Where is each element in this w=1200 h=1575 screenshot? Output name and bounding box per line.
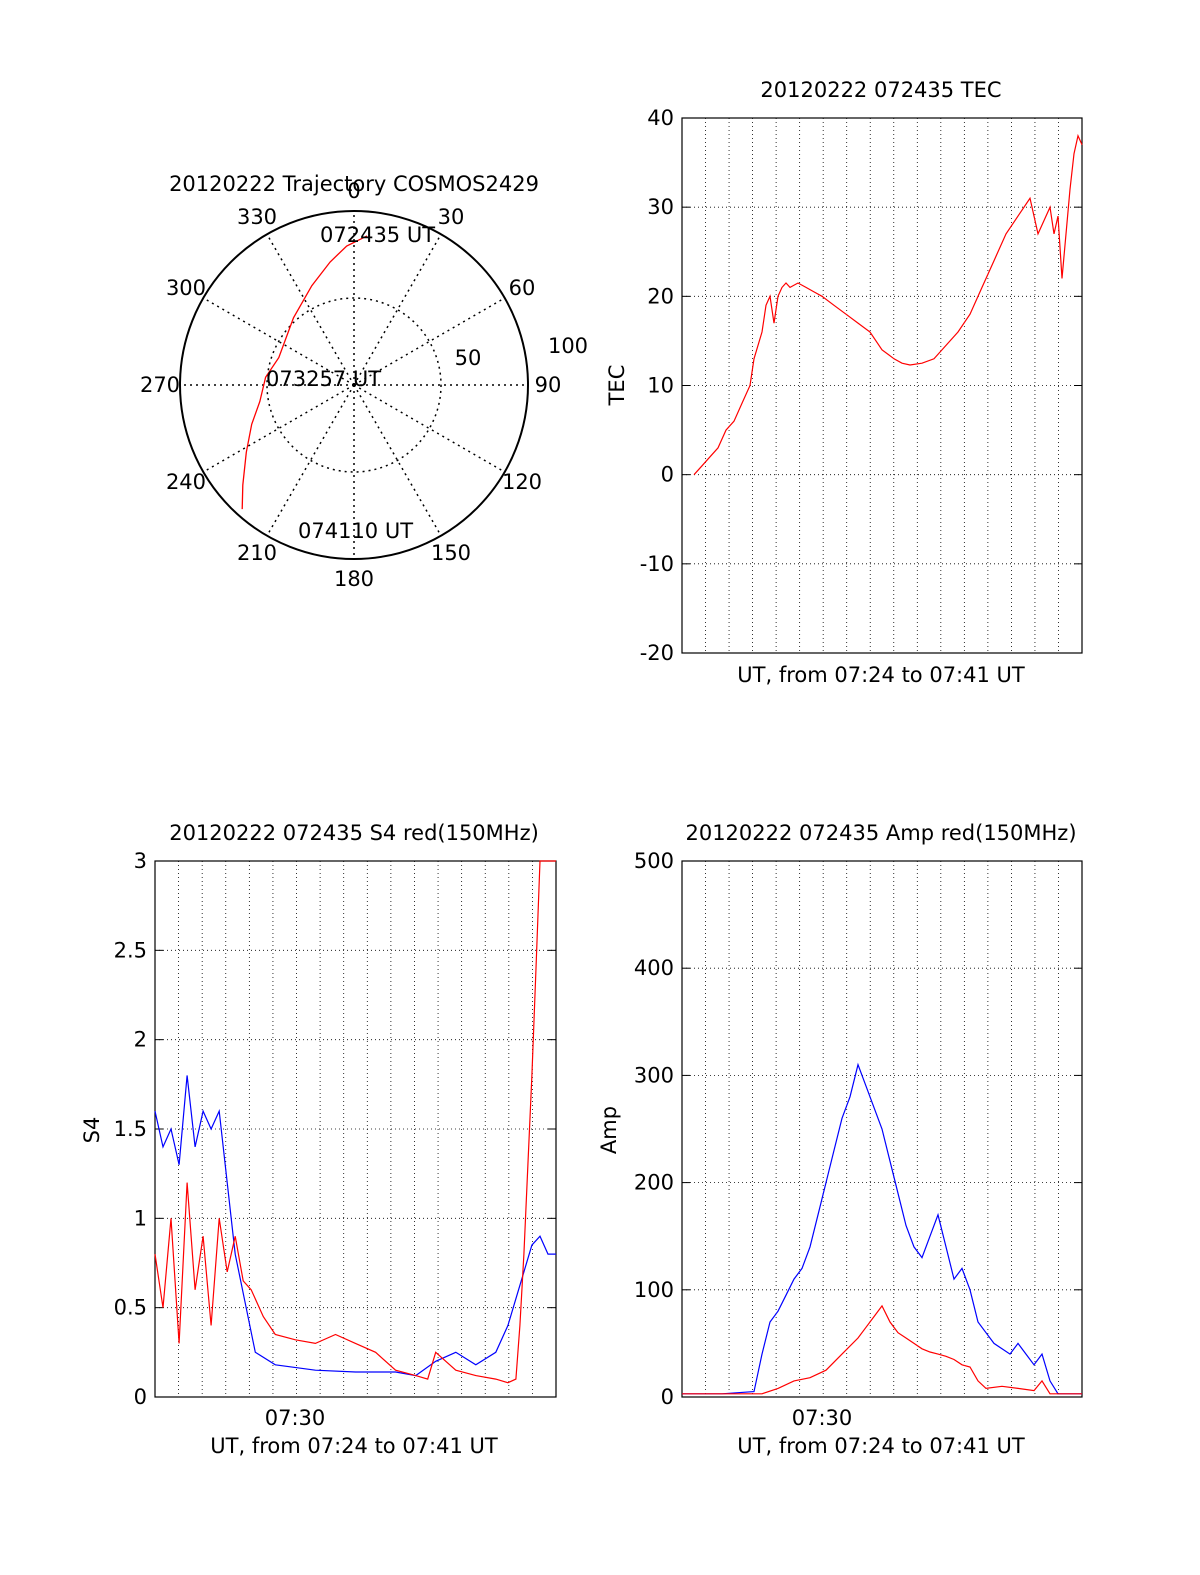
s4-grid <box>155 861 556 1397</box>
amp-title: 20120222 072435 Amp red(150MHz) <box>685 821 1076 845</box>
amp-grid <box>682 861 1082 1397</box>
polar-angle-label: 270 <box>140 373 180 397</box>
trajectory-title: 20120222 Trajectory COSMOS2429 <box>169 172 539 196</box>
s4-y-tick-label: 3 <box>134 849 147 873</box>
polar-angle-label: 120 <box>502 470 542 494</box>
s4-blue-series-line <box>154 1075 556 1377</box>
polar-outer-circle <box>179 210 529 560</box>
s4-red-series-line <box>154 860 556 1384</box>
tec-y-tick-label: 0 <box>661 463 674 487</box>
amp-y-tick-label: 500 <box>634 849 674 873</box>
tec-y-tick-label: -20 <box>640 641 674 665</box>
polar-angle-labels: 0 30 60 90 120 150 180 210 240 270 300 330 <box>140 179 561 591</box>
s4-y-tick-label: 1 <box>134 1206 147 1230</box>
amp-blue-series-line <box>682 1062 1082 1395</box>
polar-angle-label: 30 <box>438 205 465 229</box>
tec-chart: 20120222 072435 TEC 40 30 20 10 0 -10 -20 UT, … <box>605 78 1083 687</box>
amp-plot-frame <box>681 860 1083 1398</box>
polar-spoke <box>202 384 355 473</box>
amp-y-tick-label: 400 <box>634 956 674 980</box>
polar-spoke <box>202 297 355 386</box>
s4-title: 20120222 072435 S4 red(150MHz) <box>169 821 539 845</box>
trajectory-path <box>241 235 368 510</box>
tec-y-tick-label: 10 <box>647 374 674 398</box>
polar-radius-label-50: 50 <box>455 346 482 370</box>
tec-x-label: UT, from 07:24 to 07:41 UT <box>737 663 1025 687</box>
polar-spoke <box>353 233 442 386</box>
polar-spokes <box>180 211 528 559</box>
tec-y-tick-label: 20 <box>647 284 674 308</box>
polar-angle-label: 210 <box>237 541 277 565</box>
amp-y-tick-label: 100 <box>634 1278 674 1302</box>
tec-title: 20120222 072435 TEC <box>760 78 1001 102</box>
polar-angle-label: 240 <box>166 470 206 494</box>
amp-y-tick-label: 300 <box>634 1063 674 1087</box>
polar-inner-circle <box>266 297 442 473</box>
polar-angle-label: 180 <box>334 567 374 591</box>
polar-angle-label: 90 <box>535 373 562 397</box>
trajectory-start-label: 072435 UT <box>320 223 435 247</box>
s4-y-tick-label: 1.5 <box>114 1117 147 1141</box>
s4-x-tick-label: 07:30 <box>265 1406 326 1430</box>
polar-spoke <box>353 297 506 386</box>
polar-spoke <box>266 384 355 537</box>
amp-x-tick-label: 07:30 <box>792 1406 853 1430</box>
s4-y-tick-label: 2 <box>134 1028 147 1052</box>
tec-y-tick-label: 40 <box>647 106 674 130</box>
trajectory-mid-label: 073257 UT <box>266 367 381 391</box>
amp-y-tick-label: 0 <box>661 1385 674 1409</box>
s4-y-tick-label: 0 <box>134 1385 147 1409</box>
amp-y-tick-label: 200 <box>634 1171 674 1195</box>
s4-x-label: UT, from 07:24 to 07:41 UT <box>210 1434 498 1458</box>
polar-radius-label-100: 100 <box>548 334 588 358</box>
polar-angle-label: 60 <box>509 276 536 300</box>
polar-angle-label: 150 <box>431 541 471 565</box>
amp-red-series-line <box>682 1304 1082 1395</box>
tec-y-tick-label: -10 <box>640 552 674 576</box>
amp-y-ticks: 500 400 300 200 100 0 <box>634 849 1082 1409</box>
amp-y-label: Amp <box>597 1106 621 1154</box>
polar-spoke <box>353 384 442 537</box>
polar-spoke <box>353 384 506 473</box>
amp-x-label: UT, from 07:24 to 07:41 UT <box>737 1434 1025 1458</box>
tec-y-ticks: 40 30 20 10 0 -10 -20 <box>640 106 1082 665</box>
s4-chart: 20120222 072435 S4 red(150MHz) 3 2.5 2 1.5 1… <box>80 821 557 1458</box>
tec-series-line <box>693 133 1083 476</box>
amp-chart: 20120222 072435 Amp red(150MHz) 500 400 30… <box>597 821 1083 1458</box>
s4-y-tick-label: 0.5 <box>114 1296 147 1320</box>
polar-angle-label: 0 <box>347 179 360 203</box>
trajectory-end-label: 074110 UT <box>298 519 413 543</box>
tec-y-label: TEC <box>605 365 629 407</box>
trajectory-chart: 20120222 Trajectory COSMOS2429 0 30 60 90 12… <box>140 172 588 591</box>
s4-y-ticks: 3 2.5 2 1.5 1 0.5 0 <box>114 849 556 1409</box>
s4-y-label: S4 <box>80 1117 104 1144</box>
tec-grid <box>682 118 1082 653</box>
polar-angle-label: 330 <box>237 205 277 229</box>
tec-y-tick-label: 30 <box>647 195 674 219</box>
polar-angle-label: 300 <box>166 276 206 300</box>
s4-y-tick-label: 2.5 <box>114 938 147 962</box>
polar-spoke <box>266 233 355 386</box>
